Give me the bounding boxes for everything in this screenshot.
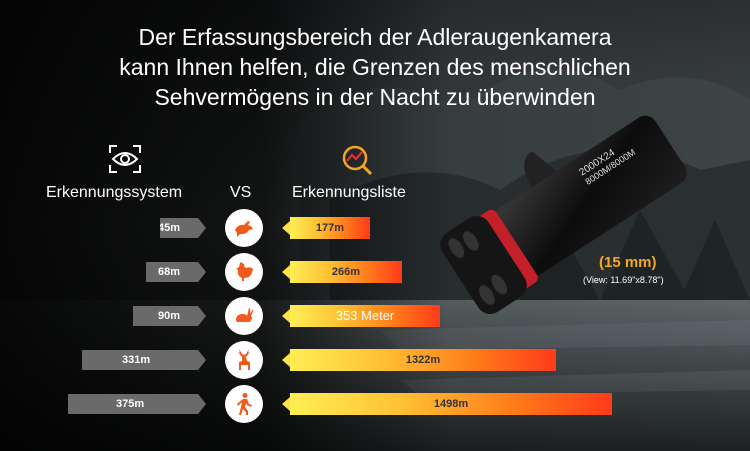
human-range-bar: 90m xyxy=(133,306,198,326)
human-range-value: 375m xyxy=(116,398,145,410)
device-range-value: 1322m xyxy=(405,354,441,366)
bar-tip xyxy=(198,262,206,282)
animal-circle xyxy=(225,253,263,291)
magnifier-chart-icon xyxy=(342,145,373,176)
bar-tip xyxy=(198,350,206,370)
bar-tip xyxy=(282,221,290,235)
human-range-value: 90m xyxy=(157,310,180,322)
deer-icon xyxy=(238,349,250,370)
headline-line-1: Der Erfassungsbereich der Adleraugenkame… xyxy=(138,24,612,50)
human-range-bar: 375m xyxy=(68,394,198,414)
animal-circle xyxy=(225,385,263,423)
bar-tip xyxy=(198,218,206,238)
view-label: (View: 11.69"x8.78") xyxy=(583,275,664,285)
device-range-value: 1498m xyxy=(433,398,469,410)
left-header-label: Erkennungssystem xyxy=(46,184,183,201)
device-range-value: 353 Meter xyxy=(335,308,395,323)
animal-circle xyxy=(225,209,263,247)
right-header-label: Erkennungsliste xyxy=(292,184,406,201)
bar-tip xyxy=(282,309,290,323)
device-range-bar: 1322m xyxy=(290,349,556,371)
bar-tip xyxy=(282,397,290,411)
lens-size-label: (15 mm) xyxy=(599,254,657,271)
bird-icon xyxy=(235,221,253,237)
animal-circle xyxy=(225,341,263,379)
human-range-bar: 45m xyxy=(160,218,198,238)
device-range-value: 266m xyxy=(331,266,361,278)
human-range-value: 68m xyxy=(157,266,180,278)
headline-line-3: Sehvermögens in der Nacht zu überwinden xyxy=(154,84,596,110)
bar-tip xyxy=(282,353,290,367)
human-range-bar: 331m xyxy=(82,350,198,370)
chicken-icon xyxy=(236,262,253,281)
person-icon xyxy=(237,393,252,415)
headline: Der Erfassungsbereich der Adleraugenkame… xyxy=(0,22,750,112)
device-range-value: 177m xyxy=(315,222,345,234)
eye-icon xyxy=(109,145,141,173)
device-range-bar: 1498m xyxy=(290,393,612,415)
bar-tip xyxy=(282,265,290,279)
headline-line-2: kann Ihnen helfen, die Grenzen des mensc… xyxy=(119,54,631,80)
human-range-bar: 68m xyxy=(146,262,198,282)
bar-tip xyxy=(198,306,206,326)
human-range-value: 45m xyxy=(157,222,180,234)
device-range-bar: 266m xyxy=(290,261,402,283)
device-range-bar: 177m xyxy=(290,217,370,239)
monocular-image xyxy=(440,115,687,315)
rabbit-icon xyxy=(236,308,254,322)
bar-tip xyxy=(198,394,206,414)
animal-circle xyxy=(225,297,263,335)
vs-label: VS xyxy=(230,184,252,201)
human-range-value: 331m xyxy=(122,354,151,366)
device-range-bar: 353 Meter xyxy=(290,305,440,327)
